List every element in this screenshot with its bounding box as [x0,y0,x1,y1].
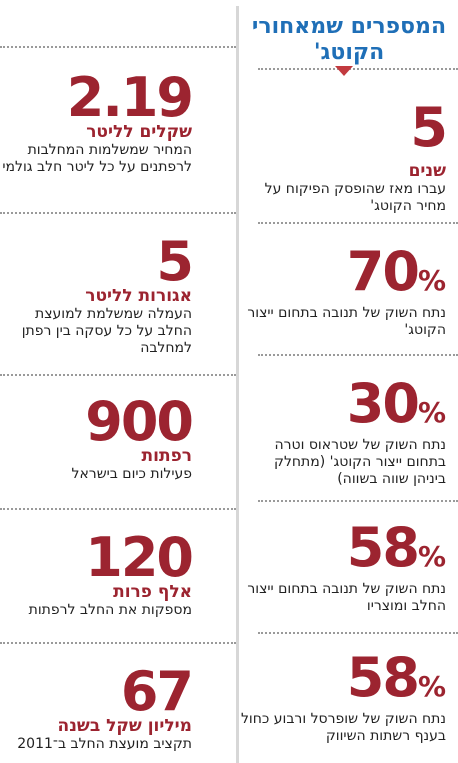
stat-description: עברו מאז שהופסק הפיקוח על מחיר הקוטג' [264,181,446,214]
stat-unit: אגורות לליטר [85,286,192,306]
stat-description: מספקות את החלב לרפתות [28,602,192,618]
stat-number: 30% [240,377,446,437]
stat-unit: מיליון שקל בשנה [57,716,192,736]
stat-description: העמלה שמשלמת למועצת החלב על כל עסקה בין … [21,306,192,356]
stat-number: 58% [240,521,446,581]
percent-sign: % [417,396,446,429]
stat-number: 5 [156,230,194,293]
stat-unit: שנים [408,161,446,181]
divider [0,374,236,376]
stat-block-commission: 5 אגורות לליטר העמלה שמשלמת למועצת החלב … [0,230,236,357]
percent-sign: % [417,670,446,703]
stat-number: 900 [85,390,194,453]
stat-block-years: 5 שנים עברו מאז שהופסק הפיקוח על מחיר הק… [240,101,458,215]
stat-value: 5 [410,96,448,159]
stat-number: 67 [120,660,194,723]
divider [258,68,458,70]
stat-unit: רפתות [141,446,192,466]
stat-block-tnuva-cottage-share: 70% נתח השוק של תנובה בתחום ייצור הקוטג' [240,245,458,339]
percent-sign: % [417,540,446,573]
stat-description: נתח השוק של שטראוס וטרה בתחום ייצור הקוט… [274,437,446,487]
stat-number: 120 [85,526,194,589]
left-column: 2.19 שקלים לליטר המחיר שמשלמות המחלבות ל… [0,46,236,753]
stat-block-cows: 120 אלף פרות מספקות את החלב לרפתות [0,526,236,619]
right-column: המספרים שמאחורי הקוטג' 5 שנים עברו מאז ש… [240,0,458,763]
stat-block-budget: 67 מיליון שקל בשנה תקציב מועצת החלב ב־20… [0,660,236,753]
stat-number: 58% [240,651,446,711]
divider [0,642,236,644]
percent-sign: % [417,264,446,297]
section-title: המספרים שמאחורי הקוטג' [251,14,447,65]
stat-value: 58 [346,516,420,579]
stat-description: נתח השוק של תנובה בתחום ייצור הקוטג' [247,305,446,338]
stat-description: נתח השוק של שופרסל ורבוע כחול בענף רשתות… [240,711,446,744]
divider [258,500,458,502]
stat-description: פעילות כיום בישראל [71,466,192,482]
divider [258,632,458,634]
divider [0,508,236,510]
stat-value: 70 [346,240,420,303]
stat-value: 58 [346,646,420,709]
divider [258,354,458,356]
divider [0,212,236,214]
stat-value: 30 [346,372,420,435]
stat-description: המחיר שמשלמות המחלבות לרפתנים על כל ליטר… [2,142,192,175]
stat-unit: שקלים לליטר [86,122,192,142]
divider [258,222,458,224]
stat-block-strauss-tara-share: 30% נתח השוק של שטראוס וטרה בתחום ייצור … [240,377,458,488]
column-divider [236,6,239,763]
stat-block-retail-chains-share: 58% נתח השוק של שופרסל ורבוע כחול בענף ר… [240,651,458,745]
stat-block-price-per-liter: 2.19 שקלים לליטר המחיר שמשלמות המחלבות ל… [0,66,236,176]
stat-block-tnuva-dairy-share: 58% נתח השוק של תנובה בתחום ייצור החלב ו… [240,521,458,615]
divider [0,46,236,48]
stat-block-dairy-farms: 900 רפתות פעילות כיום בישראל [0,390,236,483]
stat-unit: אלף פרות [113,582,192,602]
down-triangle-icon [335,66,353,76]
stat-number: 2.19 [66,66,194,129]
stat-description: תקציב מועצת החלב ב־2011 [17,736,192,752]
stat-description: נתח השוק של תנובה בתחום ייצור החלב ומוצר… [247,581,446,614]
stat-number: 70% [240,245,446,305]
stat-number: 5 [240,101,448,161]
